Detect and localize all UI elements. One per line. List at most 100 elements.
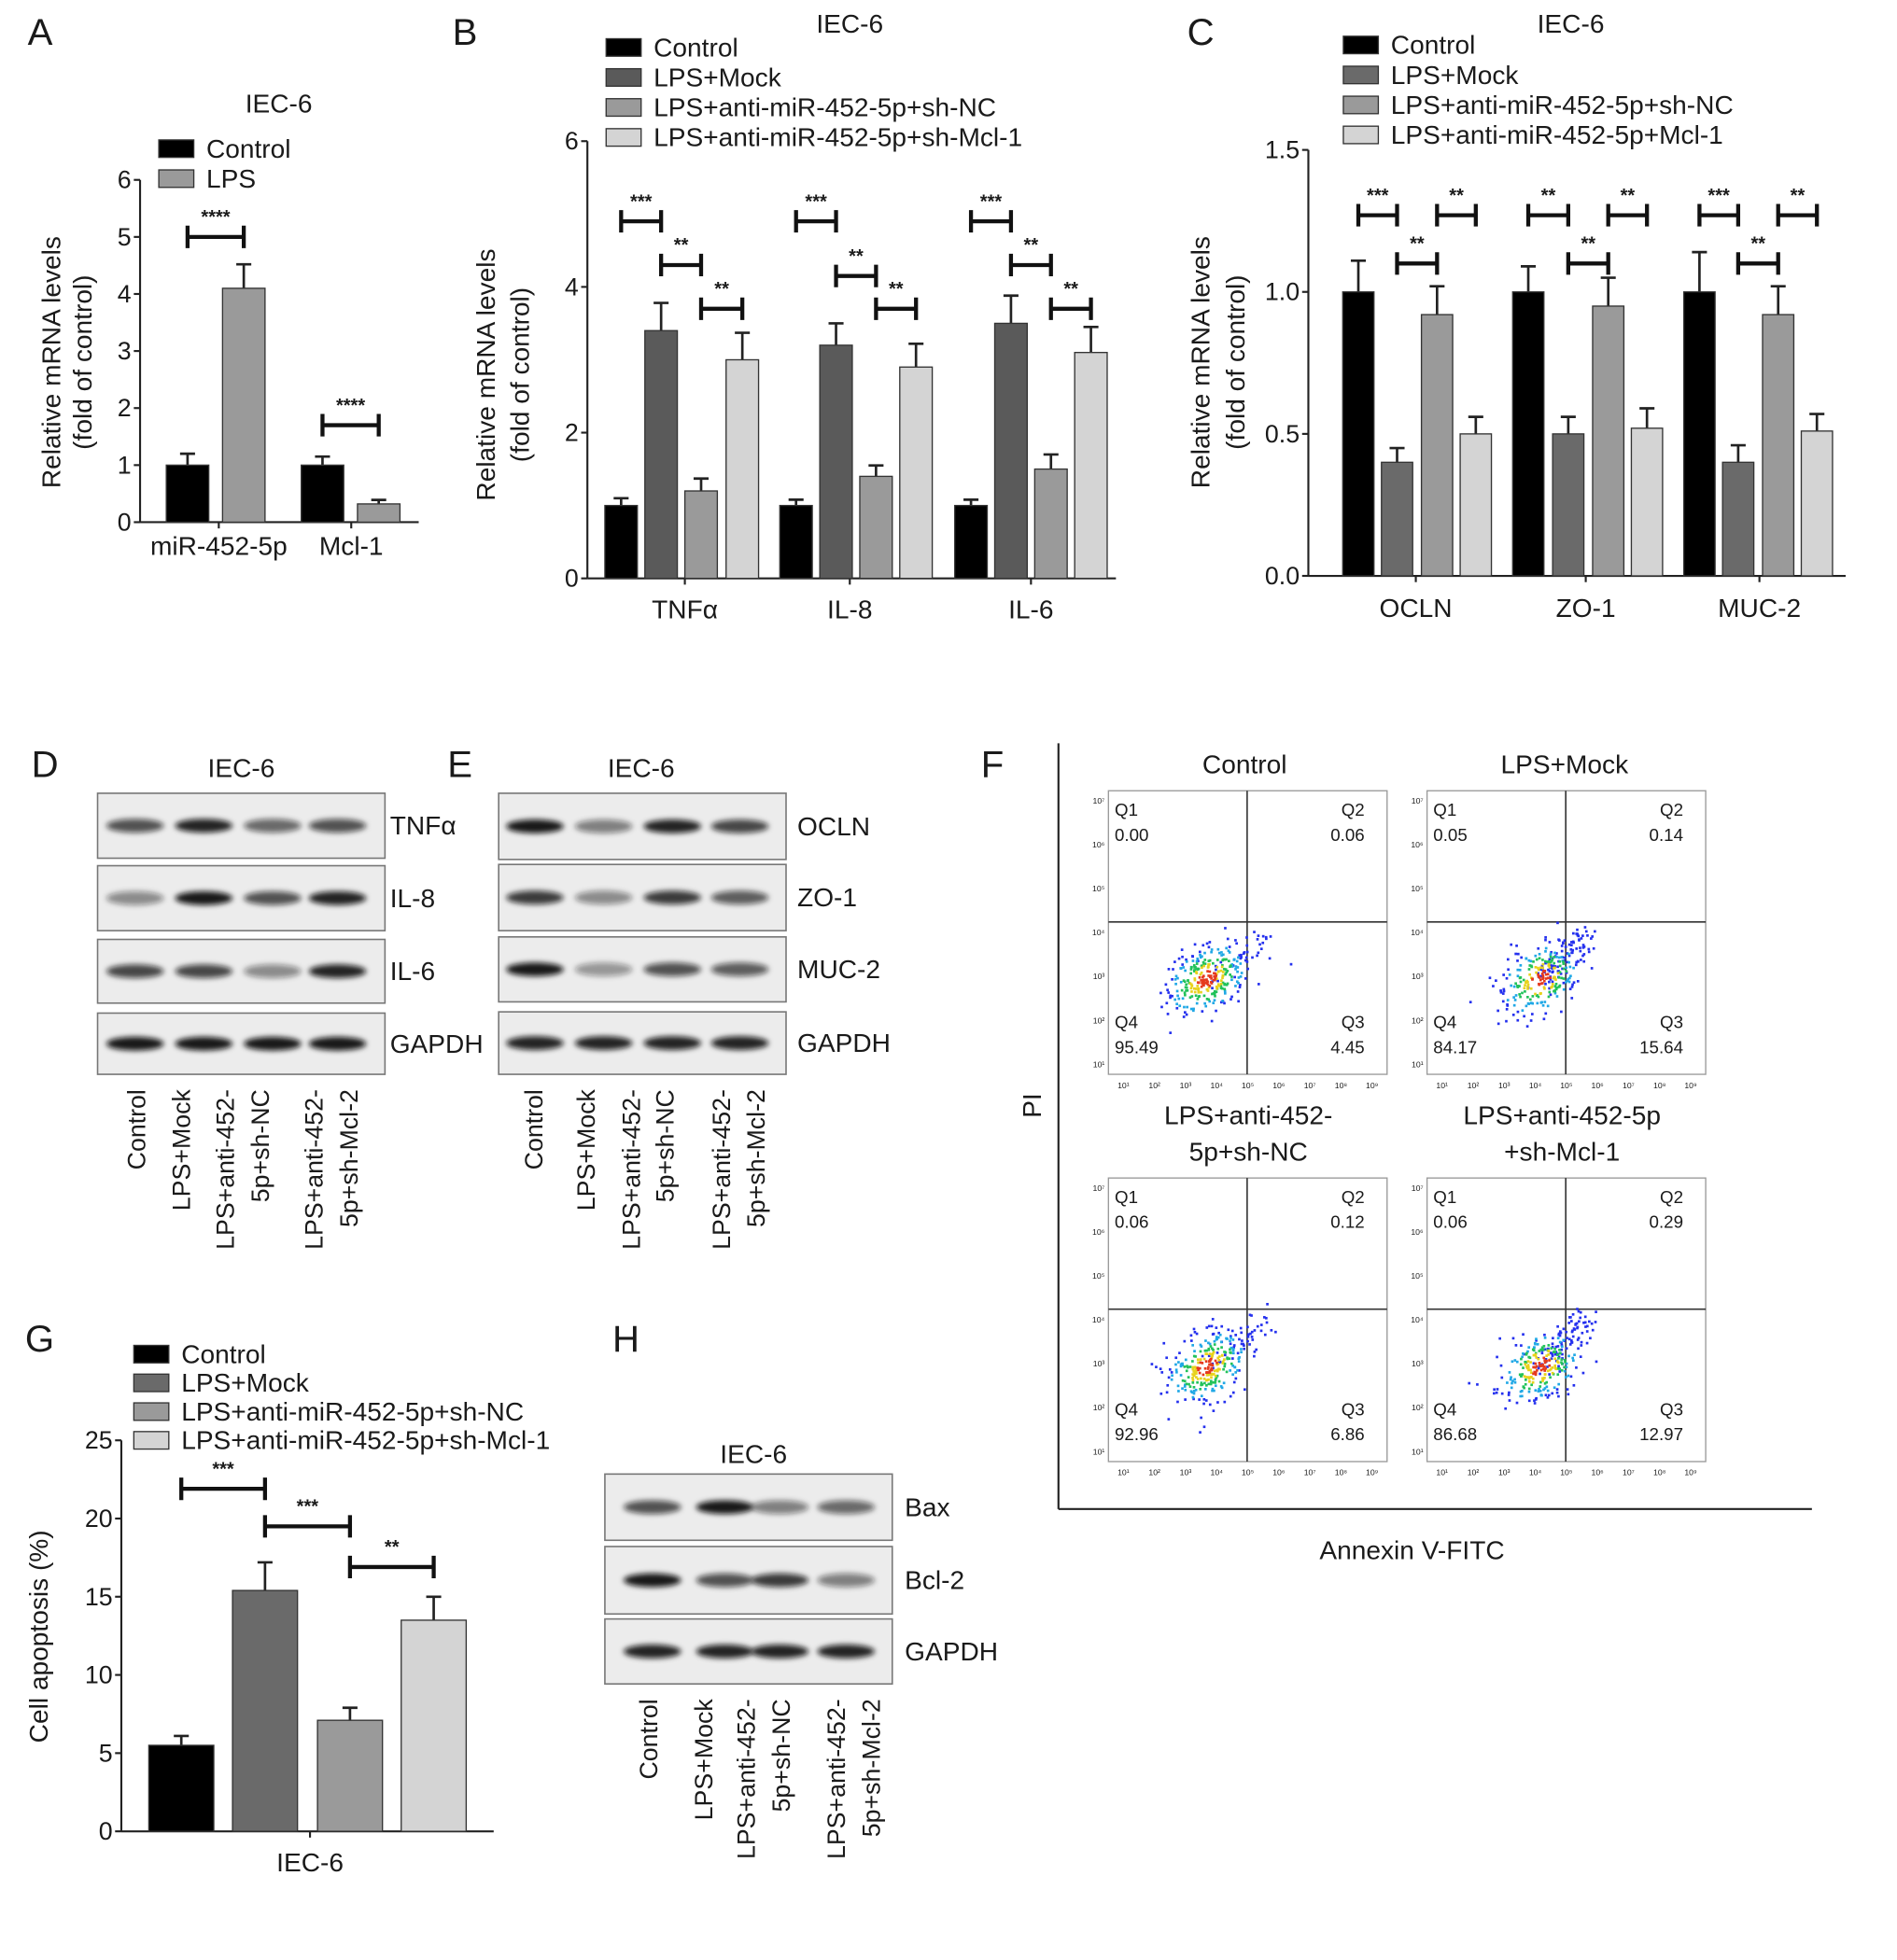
event-dot [1188, 1385, 1192, 1388]
event-dot [1532, 1372, 1535, 1376]
event-dot [1582, 1321, 1585, 1324]
protein-label: GAPDH [797, 1029, 891, 1057]
event-dot [1556, 1324, 1559, 1328]
event-dot [1232, 1344, 1236, 1347]
event-dot [1197, 967, 1201, 971]
event-dot [1560, 1368, 1564, 1372]
protein-band [175, 890, 233, 905]
event-dot [1537, 973, 1539, 976]
event-dot [1175, 989, 1179, 993]
event-dot [1510, 943, 1513, 946]
blot-row: OCLN [498, 792, 870, 861]
event-dot [1238, 1337, 1241, 1341]
event-dot [1172, 968, 1174, 971]
event-dot [1529, 987, 1533, 990]
y-log-tick: 10⁵ [1411, 884, 1424, 893]
x-log-tick: 10⁴ [1529, 1468, 1542, 1477]
event-dot [1165, 1356, 1169, 1360]
event-dot [1189, 972, 1192, 975]
event-dot [1532, 1365, 1536, 1369]
event-dot [1204, 1339, 1207, 1342]
event-dot [1222, 1381, 1226, 1385]
event-dot [1529, 1361, 1532, 1364]
event-dot [1575, 1365, 1578, 1369]
event-dot [1212, 1348, 1215, 1351]
legend-label: LPS+Mock [1391, 61, 1520, 90]
event-dot [1539, 982, 1543, 986]
legend-label: LPS+anti-miR-452-5p+sh-Mcl-1 [653, 123, 1022, 152]
event-dot [1543, 1359, 1547, 1363]
event-dot [1213, 991, 1216, 994]
event-dot [1227, 1328, 1230, 1332]
significance-stars: ** [1063, 279, 1078, 300]
event-dot [1572, 1359, 1575, 1363]
event-dot [1536, 1368, 1539, 1372]
significance-stars: *** [980, 191, 1003, 212]
event-dot [1184, 1383, 1187, 1387]
event-dot [1577, 1309, 1581, 1313]
event-dot [1228, 945, 1231, 948]
event-dot [1234, 1377, 1238, 1380]
event-dot [1212, 1351, 1215, 1354]
event-dot [1562, 941, 1565, 945]
x-log-tick: 10² [1148, 1081, 1160, 1090]
event-dot [1548, 1359, 1551, 1362]
event-dot [1562, 987, 1566, 991]
event-dot [1238, 1369, 1241, 1372]
event-dot [1512, 996, 1515, 999]
event-dot [1206, 1373, 1209, 1377]
event-dot [1543, 1365, 1546, 1368]
event-dot [1541, 966, 1545, 970]
event-dot [1229, 965, 1231, 969]
event-dot [1555, 995, 1559, 998]
x-log-tick: 10⁹ [1366, 1468, 1379, 1477]
event-dot [1544, 946, 1548, 950]
event-dot [1560, 1345, 1564, 1349]
event-dot [1548, 970, 1552, 973]
q3-percent: 15.64 [1639, 1037, 1683, 1057]
event-dot [1205, 1371, 1209, 1374]
event-dot [1522, 978, 1525, 982]
event-dot [1591, 935, 1595, 938]
x-category-label: IL-8 [827, 595, 872, 624]
event-dot [1572, 981, 1576, 985]
event-dot [1570, 997, 1574, 1000]
event-dot [1224, 968, 1228, 972]
event-dot [1560, 1010, 1563, 1014]
protein-label: Bcl-2 [905, 1566, 964, 1595]
event-dot [1181, 1379, 1185, 1382]
event-dot [1221, 953, 1225, 957]
event-dot [1195, 959, 1199, 963]
bar [400, 1619, 468, 1832]
event-dot [1237, 1360, 1241, 1363]
event-dot [1177, 1390, 1180, 1393]
q2-percent: 0.29 [1650, 1212, 1683, 1232]
event-dot [1207, 1360, 1211, 1363]
event-dot [1525, 1376, 1528, 1379]
event-dot [1526, 983, 1530, 987]
flow-plot-title: +sh-Mcl-1 [1504, 1137, 1620, 1166]
event-dot [1554, 987, 1558, 990]
event-dot [1216, 983, 1220, 987]
event-dot [1575, 960, 1579, 964]
event-dot [1549, 976, 1553, 979]
event-dot [1219, 1340, 1223, 1344]
event-dot [1544, 1012, 1548, 1015]
legend-label: Control [206, 134, 291, 163]
event-dot [1572, 1383, 1576, 1387]
event-dot [1253, 931, 1256, 933]
event-dot [1210, 1355, 1214, 1359]
event-dot [1558, 984, 1562, 987]
event-dot [1557, 975, 1561, 979]
event-dot [1557, 1355, 1561, 1359]
event-dot [1529, 1019, 1533, 1022]
event-dot [1497, 1009, 1499, 1013]
event-dot [1539, 1365, 1542, 1368]
legend-label: Control [1391, 31, 1476, 60]
event-dot [1215, 985, 1218, 988]
event-dot [1248, 1313, 1252, 1317]
event-dot [1502, 987, 1506, 991]
y-axis-label: PI [1018, 1093, 1047, 1118]
event-dot [1558, 1351, 1562, 1355]
event-dot [1580, 1340, 1583, 1344]
